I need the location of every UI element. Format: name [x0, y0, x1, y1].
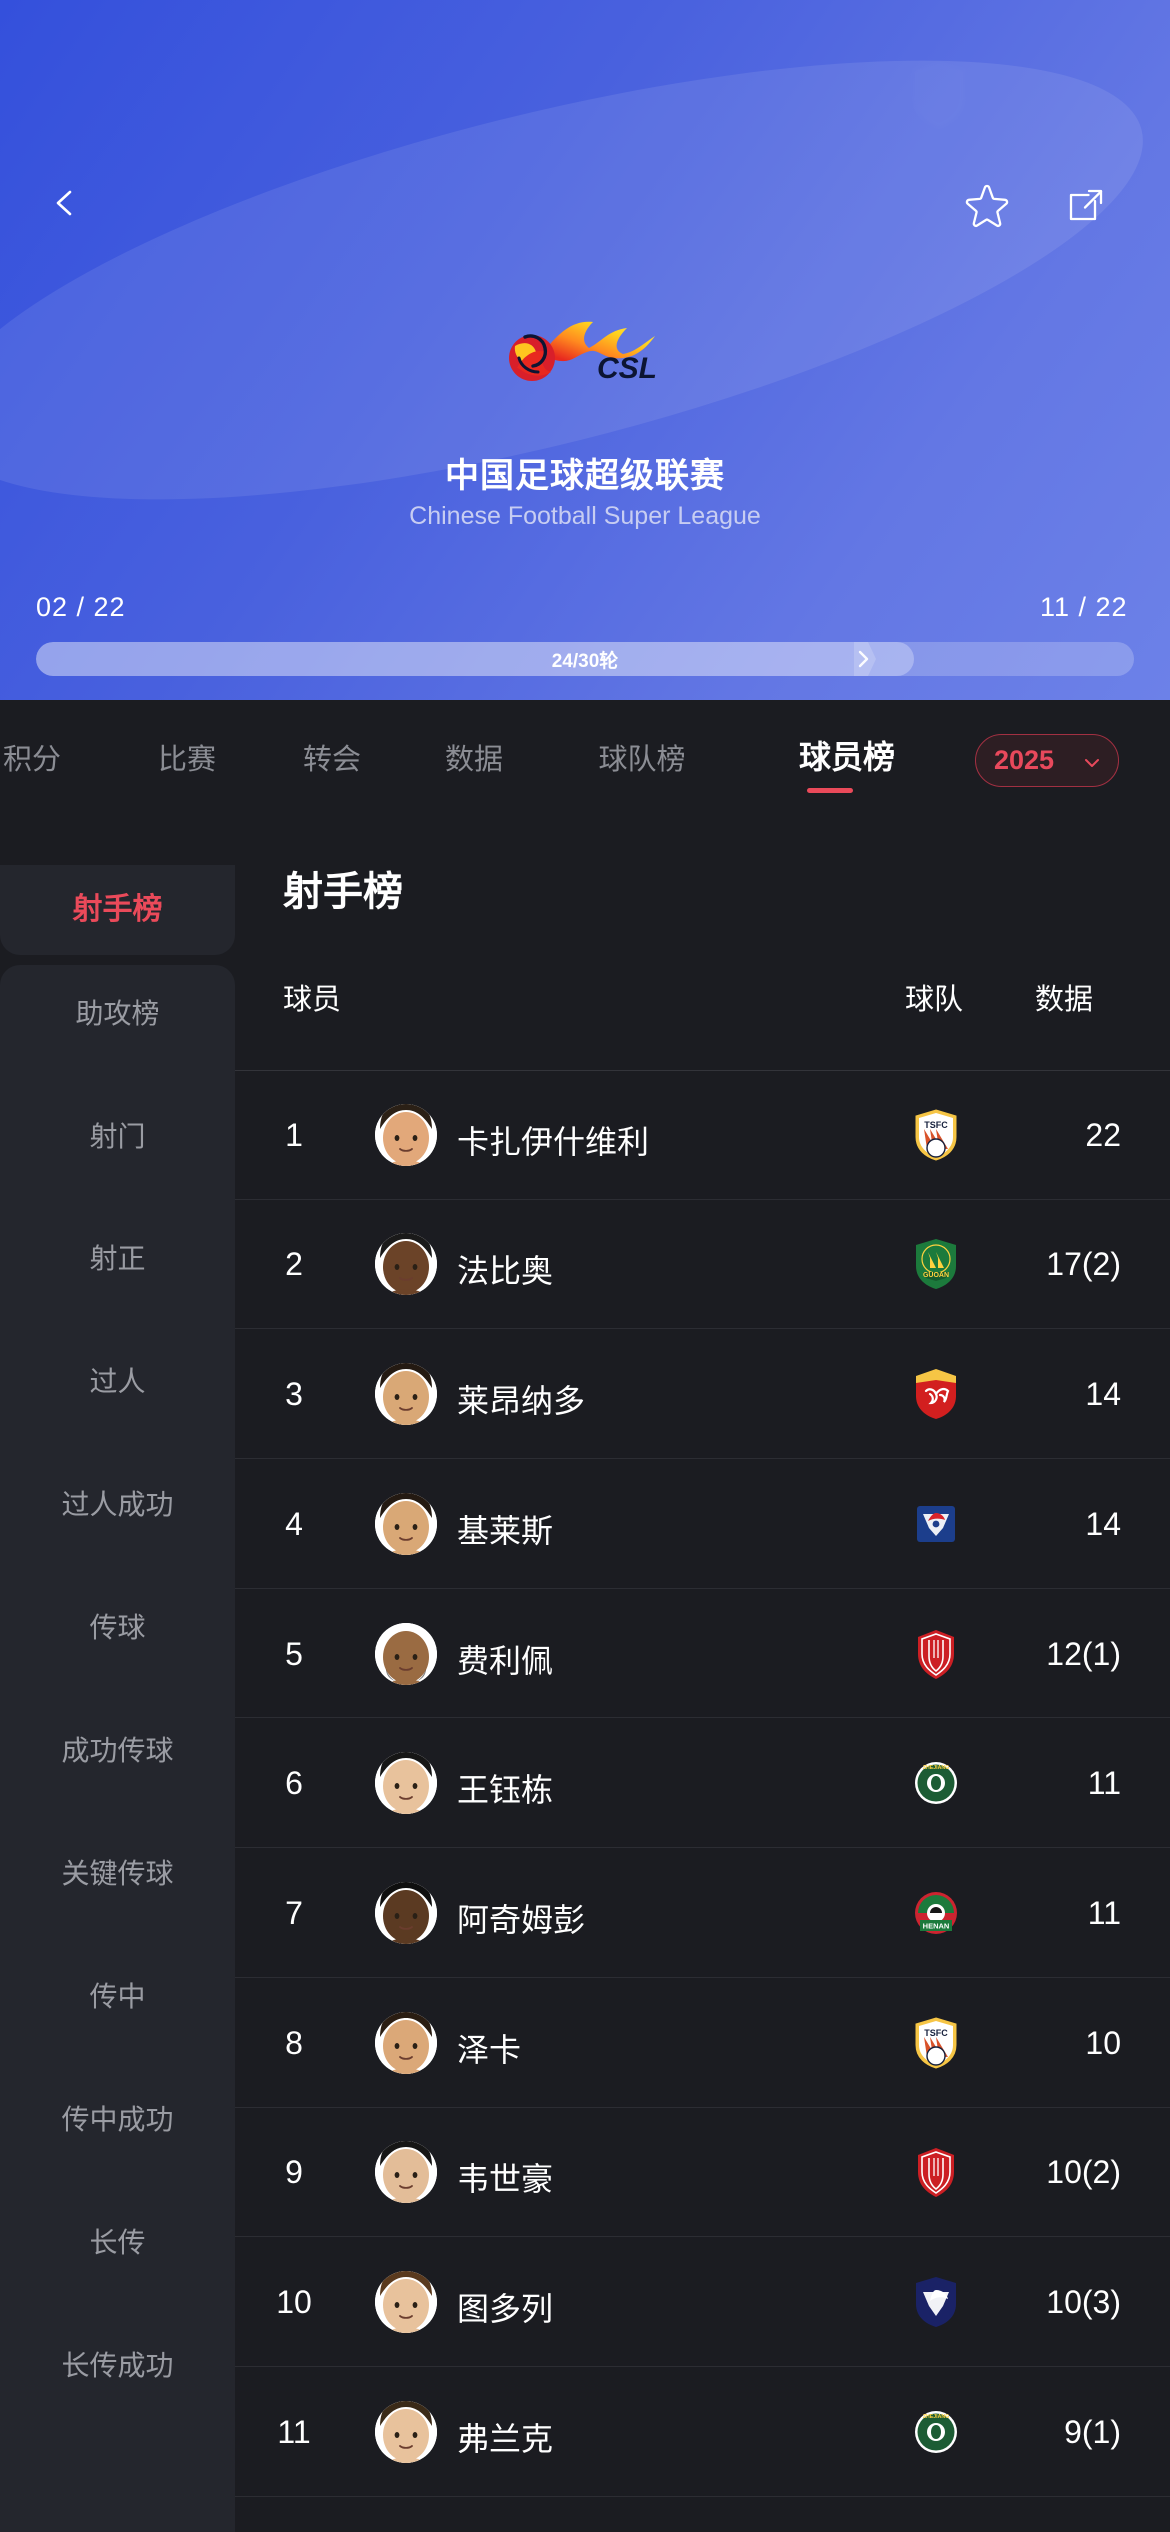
svg-text:CSL: CSL	[597, 352, 657, 385]
